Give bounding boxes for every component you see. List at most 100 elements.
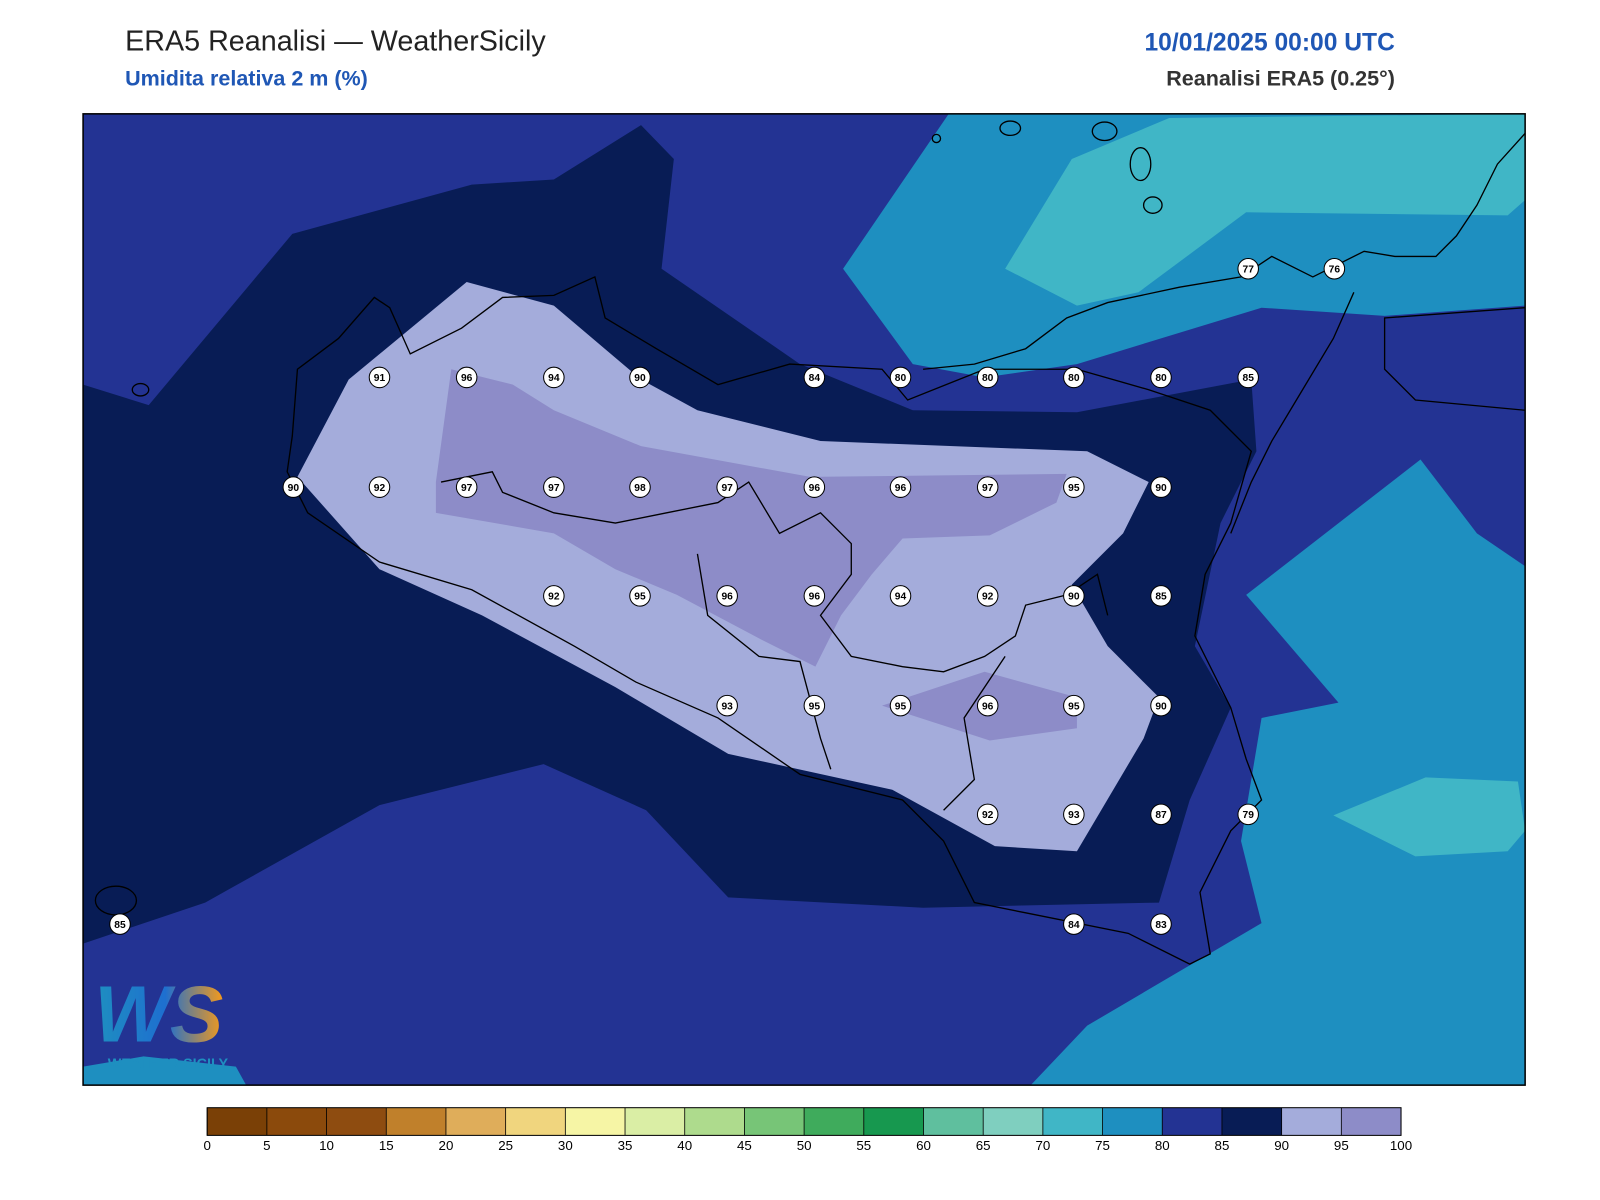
station-value: 87 (1155, 810, 1167, 821)
colorbar-tick-label: 0 (203, 1138, 210, 1153)
station-value: 94 (548, 373, 560, 384)
date: 10/01/2025 00:00 UTC (1144, 30, 1395, 57)
station-marker (716, 476, 738, 498)
colorbar-tick-label: 50 (797, 1138, 812, 1153)
station-marker (629, 585, 651, 607)
station-value: 92 (374, 483, 386, 494)
station-marker (368, 476, 391, 498)
coastline (1230, 292, 1355, 534)
map-frame (82, 113, 1526, 1086)
colorbar-segment (1281, 1107, 1342, 1136)
colorbar-tick-label: 40 (677, 1138, 692, 1153)
colorbar-segment (983, 1107, 1044, 1136)
colorbar-segment (744, 1107, 805, 1136)
station-marker (803, 366, 826, 389)
station-marker (716, 585, 738, 607)
station-marker (803, 585, 826, 607)
map: 91 96 94 90 84 80 80 80 80 85 77 76 90 92 97 97 98 97 96 96… (83, 113, 1526, 1086)
colorbar: 0 5 10 15 20 25 30 35 40 45 50 55 60 65 70 75 80 85 90 95 10… (203, 1107, 1412, 1153)
colorbar-segment (565, 1107, 626, 1136)
station-value: 96 (809, 483, 821, 494)
colorbar-segment (326, 1107, 387, 1136)
logo-text: WEATHER SICILY (108, 1056, 229, 1072)
colorbar-tick-label: 10 (319, 1138, 334, 1153)
station-value: 96 (895, 483, 907, 494)
colorbar-segment (505, 1107, 566, 1136)
colorbar-segment (1162, 1107, 1223, 1136)
station-marker (976, 366, 999, 389)
island (131, 382, 150, 397)
station-value: 85 (1155, 592, 1167, 603)
station-value: 95 (1068, 701, 1080, 712)
colorbar-segment (386, 1107, 447, 1136)
station-value: 95 (634, 592, 646, 603)
station-marker (889, 694, 912, 717)
colorbar-segment (1221, 1107, 1283, 1136)
station-value: 93 (721, 701, 733, 712)
station-value: 84 (809, 373, 821, 384)
station-value: 97 (721, 483, 733, 494)
station-marker (282, 476, 305, 498)
colorbar-tick-label: 65 (976, 1138, 991, 1153)
station-marker (976, 803, 999, 826)
station-marker (543, 476, 565, 498)
station-marker (1237, 257, 1259, 280)
colorbar-tick-label: 75 (1095, 1138, 1110, 1153)
station-value: 90 (634, 373, 646, 384)
coastline (923, 132, 1526, 370)
logo-mark: WS (94, 970, 223, 1059)
station-value: 94 (895, 592, 907, 603)
island (1129, 147, 1152, 182)
subtitle: Umidita relativa 2 m (%) (125, 67, 368, 91)
colorbar-tick-label: 20 (439, 1138, 454, 1153)
station-value: 90 (288, 483, 300, 494)
coastline (286, 275, 1263, 965)
station-marker (543, 366, 565, 389)
colorbar-tick-label: 60 (916, 1138, 931, 1153)
coastline (696, 553, 832, 770)
station-marker (716, 694, 738, 717)
station-value: 92 (982, 810, 994, 821)
station-marker (1063, 913, 1085, 935)
station-marker (1237, 366, 1259, 389)
station-marker (1150, 476, 1172, 498)
station-marker (543, 585, 565, 607)
station-value: 85 (1243, 373, 1255, 384)
field-70-75 (1333, 777, 1526, 857)
colorbar-tick-label: 15 (379, 1138, 394, 1153)
station-value: 90 (1155, 483, 1167, 494)
station-value: 83 (1155, 920, 1167, 931)
station-value: 77 (1243, 264, 1255, 275)
station-value: 80 (982, 373, 994, 384)
colorbar-segment (863, 1107, 924, 1136)
station-value: 80 (895, 373, 907, 384)
station-value: 96 (982, 701, 994, 712)
station-marker (1323, 257, 1346, 280)
station-marker (976, 585, 999, 607)
station-value: 90 (1155, 701, 1167, 712)
colorbar-segment (1341, 1107, 1402, 1136)
station-value: 85 (114, 920, 126, 931)
island (1091, 121, 1118, 142)
station-marker (1150, 366, 1172, 389)
station-marker (889, 366, 912, 389)
station-marker (629, 366, 651, 389)
station-value: 97 (461, 483, 473, 494)
station-marker (976, 694, 999, 717)
station-marker (803, 694, 826, 717)
station-value: 76 (1329, 264, 1341, 275)
colorbar-segment (923, 1107, 984, 1136)
station-value: 95 (809, 701, 821, 712)
station-value: 84 (1068, 920, 1080, 931)
colorbar-tick-label: 80 (1155, 1138, 1170, 1153)
field-95-100 (435, 369, 1067, 667)
station-marker (1063, 476, 1085, 498)
colorbar-tick-label: 95 (1334, 1138, 1349, 1153)
title: ERA5 Reanalisi — WeatherSicily (125, 26, 546, 58)
station-marker (455, 366, 478, 389)
station-marker (803, 476, 826, 498)
station-marker (629, 476, 651, 498)
colorbar-tick-label: 30 (558, 1138, 573, 1153)
field-70-75 (1005, 113, 1526, 306)
station-marker (1063, 366, 1085, 389)
